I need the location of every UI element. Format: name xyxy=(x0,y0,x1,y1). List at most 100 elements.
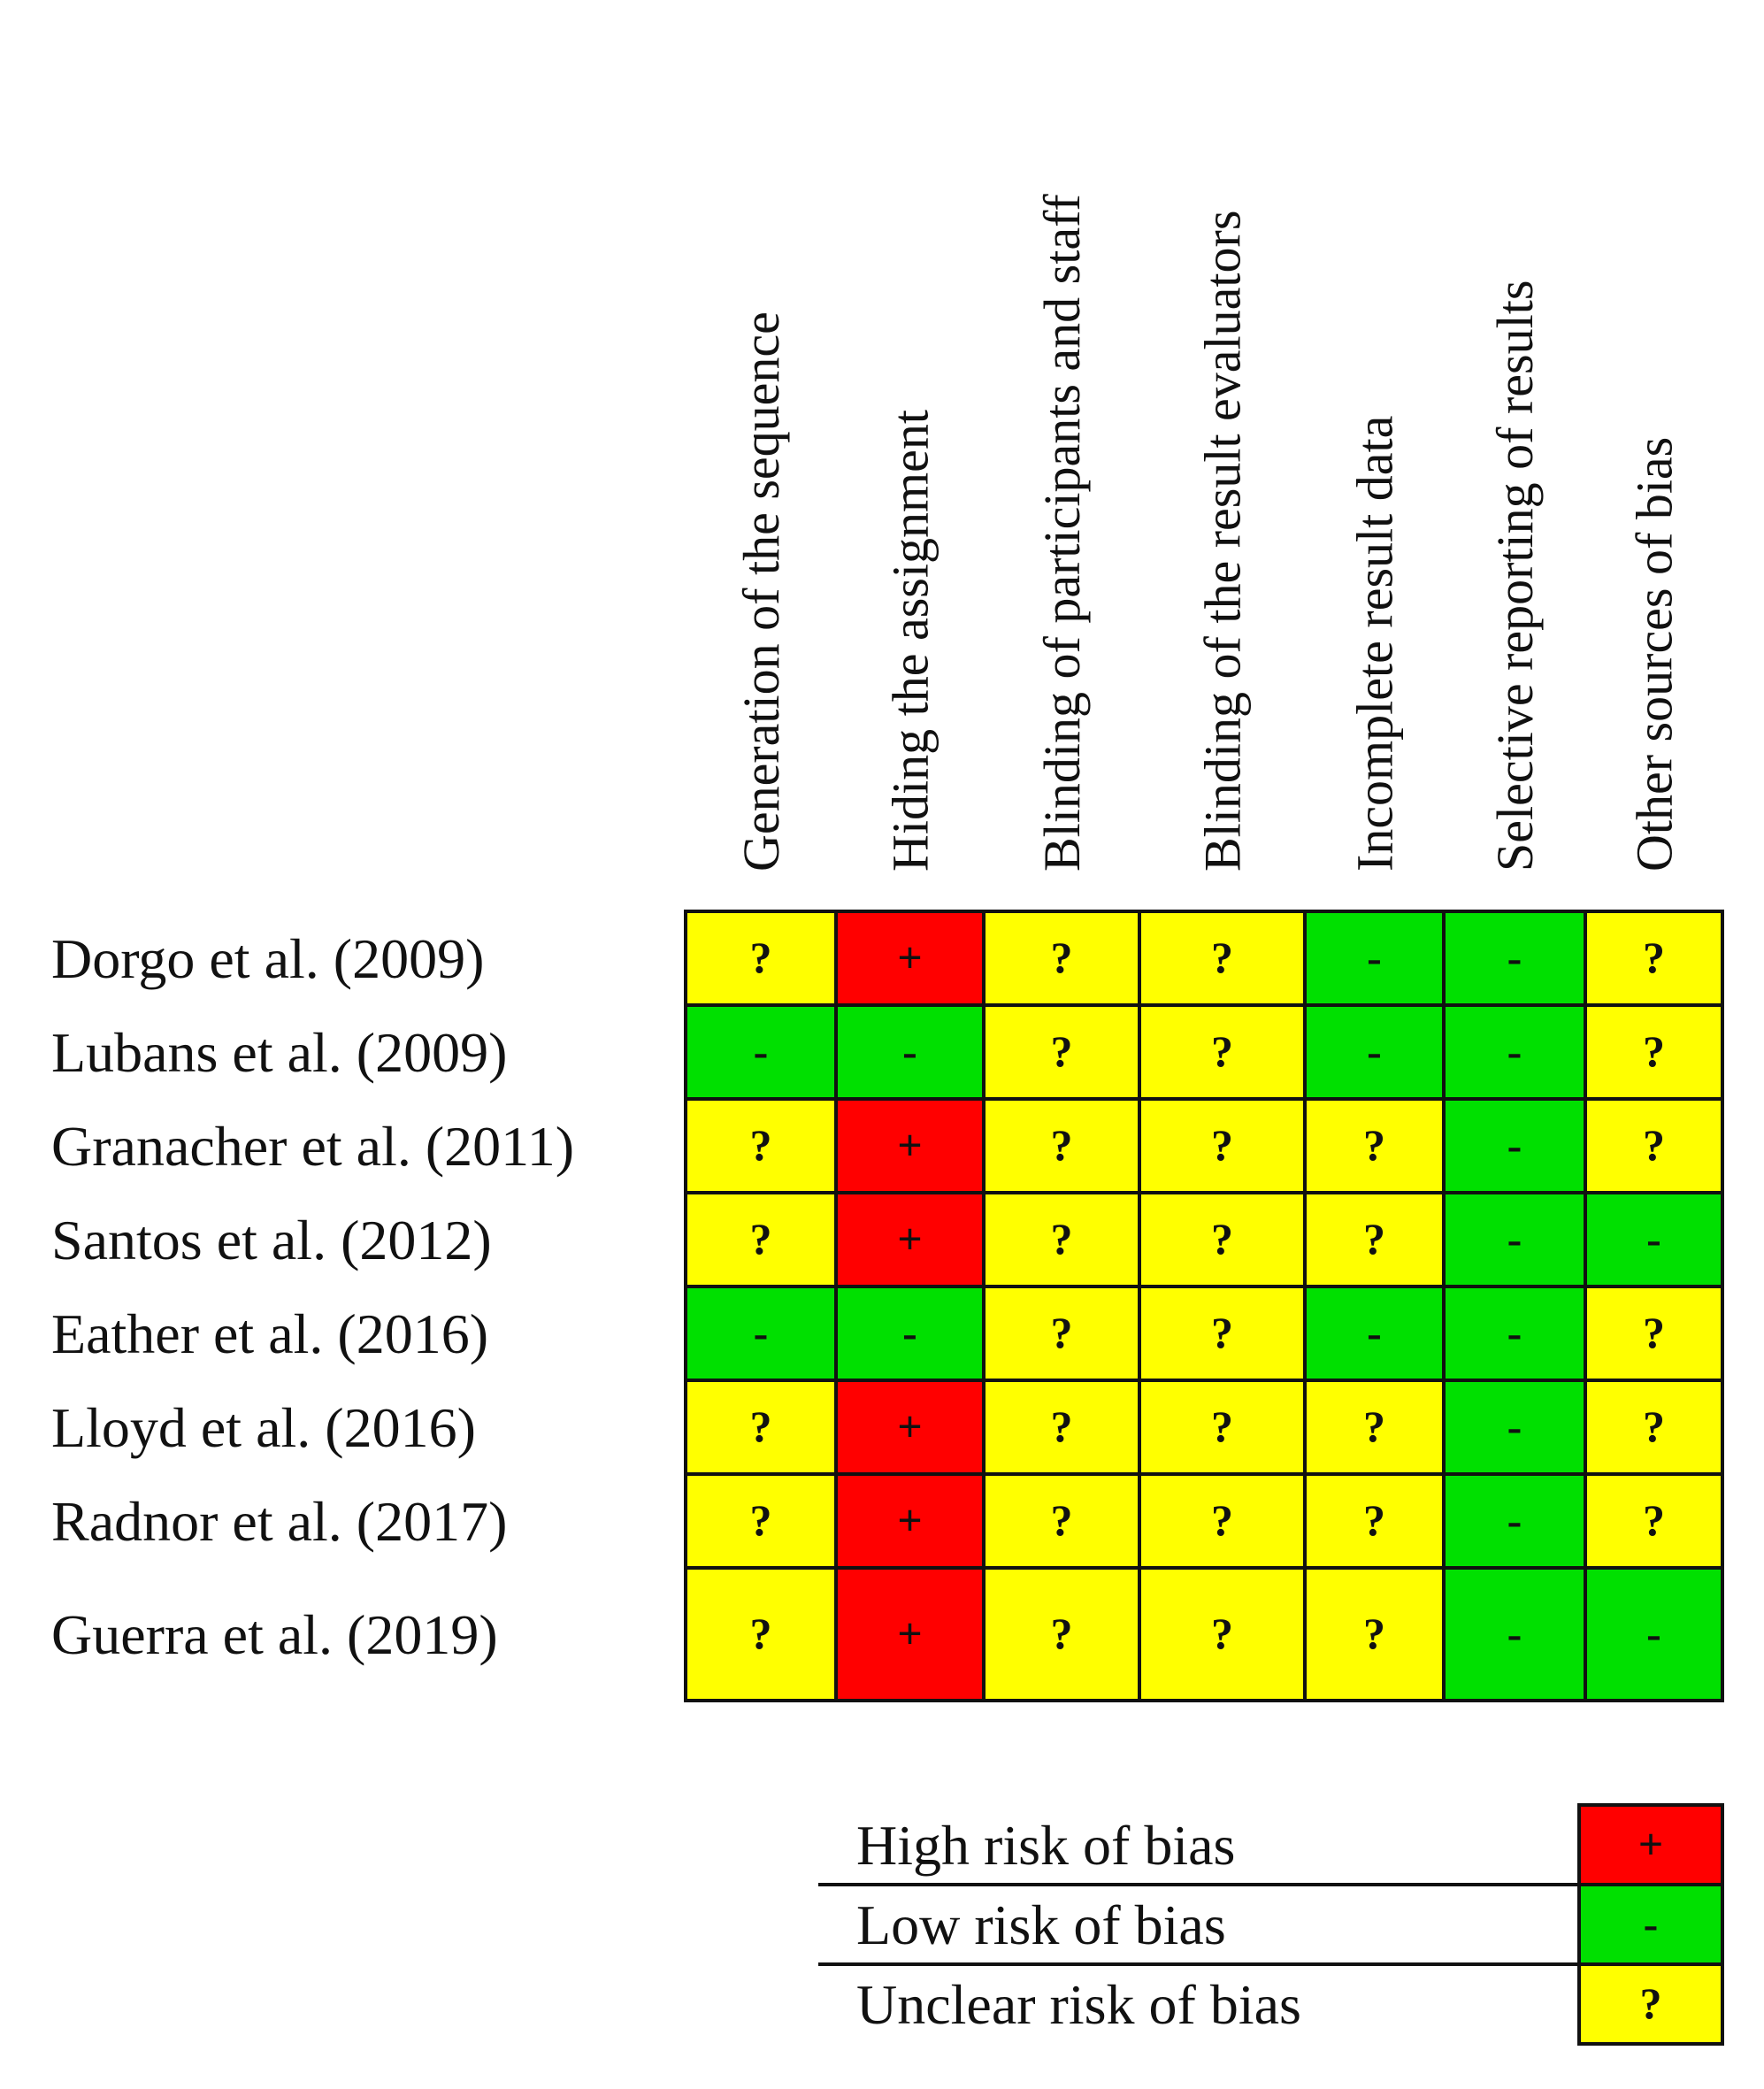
cell-symbol: ? xyxy=(1211,1308,1233,1357)
cell-symbol: ? xyxy=(1363,1495,1385,1545)
bias-cell xyxy=(1303,1003,1446,1101)
cell-symbol: - xyxy=(1507,1120,1522,1170)
cell-symbol: ? xyxy=(1643,1308,1665,1357)
bias-cell xyxy=(1303,1472,1446,1570)
bias-cell xyxy=(1138,1097,1307,1194)
bias-cell xyxy=(1442,1097,1587,1194)
bias-cell xyxy=(982,1472,1141,1570)
cell-symbol: ? xyxy=(1211,933,1233,982)
cell-symbol: - xyxy=(754,1026,769,1076)
legend-symbol: + xyxy=(1638,1819,1664,1869)
bias-cell xyxy=(684,1379,838,1476)
bias-grid: ? +?? - - ? - -?? - -?? +??? -?? +??? - - - -?? - -?? +???… xyxy=(684,910,1724,1702)
cell-symbol: - xyxy=(1507,1609,1522,1658)
row-label: Eather et al. (2016) xyxy=(51,1302,488,1365)
cell-symbol: - xyxy=(754,1308,769,1357)
cell-symbol: - xyxy=(1507,1495,1522,1545)
cell-symbol: ? xyxy=(1643,1120,1665,1170)
cell-symbol: ? xyxy=(1643,1402,1665,1451)
cell-symbol: - xyxy=(1507,1026,1522,1076)
cell-symbol: ? xyxy=(1051,1609,1073,1658)
bias-cell xyxy=(982,1285,1141,1382)
cell-symbol: + xyxy=(897,1609,923,1658)
legend-label: Low risk of bias xyxy=(856,1893,1226,1956)
bias-cell xyxy=(684,1003,838,1101)
legend: + High risk of bias - Low risk of bias? Uncl… xyxy=(818,1803,1724,2046)
column-header: Other sources of bias xyxy=(1626,437,1683,872)
row-label: Lloyd et al. (2016) xyxy=(51,1396,476,1459)
cell-symbol: ? xyxy=(1211,1026,1233,1076)
bias-cell xyxy=(834,910,986,1007)
row-label: Santos et al. (2012) xyxy=(51,1209,492,1271)
bias-cell xyxy=(1584,1097,1724,1194)
cell-symbol: - xyxy=(1367,1308,1382,1357)
cell-symbol: ? xyxy=(1051,933,1073,982)
column-header: Incomplete result data xyxy=(1346,416,1404,872)
cell-symbol: ? xyxy=(1211,1402,1233,1451)
column-header: Generation of the sequence xyxy=(732,311,790,872)
cell-symbol: - xyxy=(1507,1402,1522,1451)
cell-symbol: ? xyxy=(1211,1214,1233,1263)
cell-symbol: ? xyxy=(1051,1308,1073,1357)
row-labels: Dorgo et al. (2009) Lubans et al. (2009) G… xyxy=(51,927,574,1666)
cell-symbol: - xyxy=(1507,1214,1522,1263)
cell-symbol: - xyxy=(1646,1609,1661,1658)
row-label: Radnor et al. (2017) xyxy=(51,1490,507,1553)
bias-cell xyxy=(684,1191,838,1288)
row-label: Dorgo et al. (2009) xyxy=(51,927,484,990)
cell-symbol: ? xyxy=(1051,1214,1073,1263)
bias-cell xyxy=(1303,1097,1446,1194)
row-label: Guerra et al. (2019) xyxy=(51,1603,498,1666)
cell-symbol: ? xyxy=(750,1402,772,1451)
cell-symbol: - xyxy=(1646,1214,1661,1263)
legend-symbol: - xyxy=(1644,1899,1659,1948)
legend-label: High risk of bias xyxy=(856,1814,1235,1877)
cell-symbol: ? xyxy=(750,1214,772,1263)
row-label: Granacher et al. (2011) xyxy=(51,1115,574,1178)
cell-symbol: ? xyxy=(1051,1120,1073,1170)
cell-symbol: ? xyxy=(1363,1120,1385,1170)
cell-symbol: + xyxy=(897,933,923,982)
bias-cell xyxy=(834,1379,986,1476)
legend-label: Unclear risk of bias xyxy=(856,1973,1301,2036)
column-header: Blinding of participants and staff xyxy=(1033,194,1091,872)
bias-cell xyxy=(1442,910,1587,1007)
cell-symbol: + xyxy=(897,1214,923,1263)
row-label: Lubans et al. (2009) xyxy=(51,1021,507,1084)
cell-symbol: ? xyxy=(1051,1402,1073,1451)
cell-symbol: + xyxy=(897,1120,923,1170)
column-header: Blinding of the result evaluators xyxy=(1194,211,1252,872)
cell-symbol: - xyxy=(1367,1026,1382,1076)
bias-cell xyxy=(684,1566,838,1702)
cell-symbol: - xyxy=(902,1308,917,1357)
cell-symbol: ? xyxy=(1051,1026,1073,1076)
bias-cell xyxy=(834,1097,986,1194)
bias-cell xyxy=(1303,1566,1446,1702)
bias-cell xyxy=(684,910,838,1007)
bias-cell xyxy=(834,1191,986,1288)
bias-cell xyxy=(982,1003,1141,1101)
bias-cell xyxy=(684,1285,838,1382)
bias-cell xyxy=(982,1097,1141,1194)
cell-symbol: - xyxy=(1507,1308,1522,1357)
cell-symbol: ? xyxy=(750,933,772,982)
cell-symbol: + xyxy=(897,1402,923,1451)
cell-symbol: ? xyxy=(1363,1214,1385,1263)
column-headers: Generation of the sequence Hiding the ass… xyxy=(732,194,1683,872)
cell-symbol: ? xyxy=(1363,1609,1385,1658)
bias-cell xyxy=(1584,1472,1724,1570)
cell-symbol: ? xyxy=(1211,1609,1233,1658)
cell-symbol: ? xyxy=(1051,1495,1073,1545)
bias-cell xyxy=(1442,1566,1587,1702)
cell-symbol: + xyxy=(897,1495,923,1545)
column-header: Selective reporting of results xyxy=(1486,280,1544,872)
cell-symbol: ? xyxy=(1363,1402,1385,1451)
cell-symbol: - xyxy=(902,1026,917,1076)
cell-symbol: ? xyxy=(1211,1120,1233,1170)
bias-cell xyxy=(1584,1566,1724,1702)
column-header: Hiding the assignment xyxy=(882,410,940,872)
legend-swatch xyxy=(1577,1962,1724,2046)
cell-symbol: ? xyxy=(750,1120,772,1170)
cell-symbol: ? xyxy=(750,1609,772,1658)
